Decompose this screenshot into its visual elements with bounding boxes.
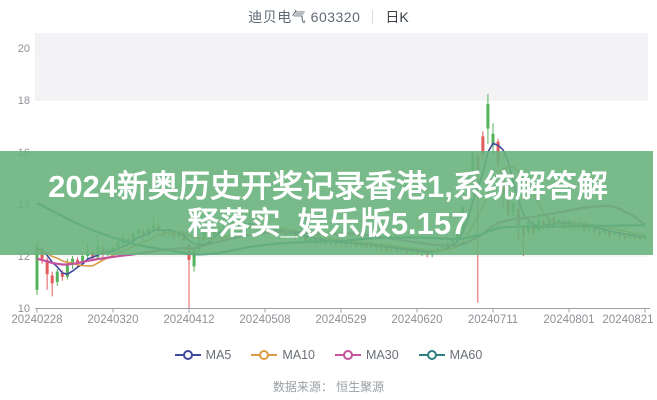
x-axis-labels: 20240228 20240320 20240412 20240508 20240529… [11,314,653,326]
svg-text:20240821: 20240821 [602,314,653,326]
svg-text:10: 10 [18,303,30,315]
svg-text:20240801: 20240801 [543,314,594,326]
data-source-value: 恒生聚源 [336,380,385,394]
x-axis-ticks [36,308,646,313]
ma-legend: MA5 MA10 MA30 MA60 [0,348,657,362]
svg-text:20240412: 20240412 [163,314,214,326]
legend-label: MA30 [366,348,399,362]
watermark-band [0,151,653,255]
svg-text:20240529: 20240529 [315,314,366,326]
title-divider [372,10,374,24]
legend-item-ma5[interactable]: MA5 [174,348,232,362]
plot-top-band [35,33,648,100]
legend-label: MA60 [449,348,483,362]
chart-header: 迪贝电气 603320 日K [0,6,657,28]
legend-marker-icon [174,350,201,360]
legend-marker-icon [335,350,362,360]
data-source-label: 数据来源： [272,380,333,394]
svg-text:20240320: 20240320 [87,314,138,326]
legend-label: MA10 [282,348,316,362]
period-tab-daily-k[interactable]: 日K [385,9,409,25]
stock-title: 迪贝电气 603320 [248,9,361,25]
candlestick-chart-canvas[interactable]: 1012141618202024新奥历史开奖记录香港1,系统解答解释落实_娱乐版… [0,0,657,344]
legend-marker-icon [251,350,278,360]
legend-item-ma30[interactable]: MA30 [335,348,399,362]
watermark-text-line2: 释落实_娱乐版5.157 [188,206,469,241]
svg-text:20240228: 20240228 [11,314,62,326]
legend-item-ma60[interactable]: MA60 [418,348,483,362]
data-source-note: 数据来源： 恒生聚源 [0,378,657,395]
watermark-text-line1: 2024新奥历史开奖记录香港1,系统解答解 [48,169,608,204]
svg-text:20: 20 [18,43,30,55]
legend-item-ma10[interactable]: MA10 [251,348,315,362]
svg-text:20240620: 20240620 [391,314,442,326]
svg-text:20240508: 20240508 [239,314,290,326]
legend-marker-icon [418,350,445,360]
legend-label: MA5 [205,348,232,362]
svg-text:20240711: 20240711 [468,314,518,326]
svg-text:18: 18 [18,95,30,107]
